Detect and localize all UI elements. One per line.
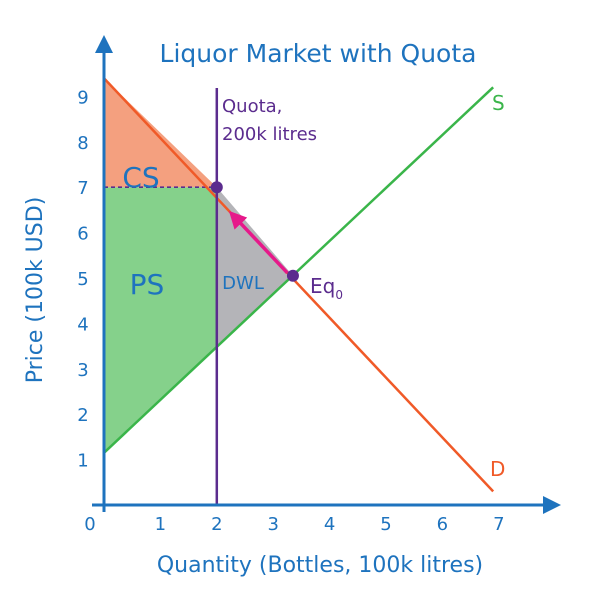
quota-label-line2: 200k litres xyxy=(222,124,317,145)
demand-curve-label: D xyxy=(490,457,505,481)
eq0-label-main: Eq xyxy=(310,274,335,298)
y-tick-label: 5 xyxy=(77,269,88,290)
eq0-label-subscript: 0 xyxy=(335,288,343,302)
y-tick-label: 8 xyxy=(77,133,88,154)
producer-surplus-region xyxy=(104,187,217,453)
x-tick-label: 5 xyxy=(380,514,391,535)
consumer-surplus-label: CS xyxy=(122,161,159,194)
x-axis-label: Quantity (Bottles, 100k litres) xyxy=(157,553,483,578)
x-tick-label: 3 xyxy=(267,514,278,535)
price-movement-arrow xyxy=(228,210,289,275)
supply-curve-label: S xyxy=(492,91,505,115)
y-axis-label: Price (100k USD) xyxy=(23,197,48,384)
eq0-label: Eq0 xyxy=(310,274,343,302)
eq0-point xyxy=(286,269,299,282)
y-tick-label: 3 xyxy=(77,360,88,381)
y-tick-label: 2 xyxy=(77,405,88,426)
y-tick-label: 9 xyxy=(77,87,88,108)
quota-label-line1: Quota, xyxy=(222,96,282,117)
y-tick-label: 4 xyxy=(77,314,88,335)
x-tick-label: 7 xyxy=(493,514,504,535)
x-axis-ticks: 0 1 2 3 4 5 6 7 xyxy=(84,514,504,535)
demand-curve xyxy=(103,77,495,493)
x-tick-label: 2 xyxy=(211,514,222,535)
x-tick-label: 6 xyxy=(437,514,448,535)
quota-price-point xyxy=(210,181,223,194)
x-tick-label: 1 xyxy=(155,514,166,535)
y-tick-label: 1 xyxy=(77,451,88,472)
supply-curve xyxy=(103,86,495,454)
x-tick-label: 4 xyxy=(324,514,335,535)
y-tick-label: 7 xyxy=(77,178,88,199)
consumer-surplus-region xyxy=(104,78,217,188)
y-tick-label: 6 xyxy=(77,224,88,245)
y-axis-ticks: 1 2 3 4 5 6 7 8 9 xyxy=(77,87,88,471)
deadweight-loss-label: DWL xyxy=(222,273,264,294)
x-tick-label: 0 xyxy=(84,514,95,535)
chart-title: Liquor Market with Quota xyxy=(160,39,477,68)
producer-surplus-label: PS xyxy=(130,268,165,301)
